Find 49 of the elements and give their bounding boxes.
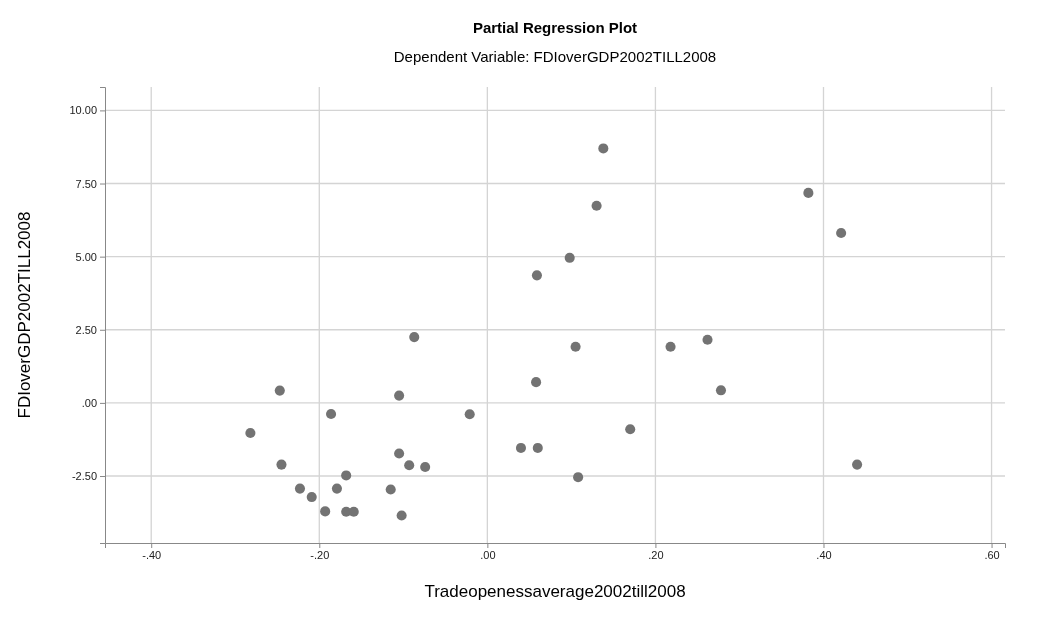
point [404, 460, 415, 471]
x-tick-label: .00 [480, 548, 496, 561]
y-tick-label: .00 [81, 396, 97, 409]
point [532, 442, 543, 453]
y-tick-label: 2.50 [75, 323, 97, 336]
point [394, 390, 405, 401]
point [274, 385, 285, 396]
x-tick-label: .20 [648, 548, 664, 561]
point [531, 270, 542, 281]
point [464, 409, 475, 420]
x-tick-label: .60 [984, 548, 1000, 561]
point [396, 510, 407, 521]
point [803, 187, 814, 198]
point [306, 492, 317, 503]
point [331, 483, 342, 494]
point [625, 424, 636, 435]
point [409, 332, 420, 343]
x-tick-label: -.20 [310, 548, 330, 561]
point [420, 461, 431, 472]
point [665, 341, 676, 352]
point [715, 385, 727, 396]
point [531, 377, 542, 388]
y-tick-label: 5.00 [75, 250, 97, 263]
point [591, 200, 602, 211]
point [394, 448, 405, 459]
point [515, 442, 527, 453]
point [702, 334, 713, 345]
point [320, 506, 331, 517]
point [573, 472, 584, 483]
point [598, 143, 609, 154]
point [245, 427, 256, 439]
y-tick-label: 7.50 [75, 177, 97, 190]
y-tick-label: -2.50 [71, 470, 97, 483]
y-axis-title: FDIoverGDP2002TILL2008 [15, 211, 34, 419]
point [570, 341, 581, 352]
point [276, 459, 287, 470]
point [564, 252, 575, 263]
x-tick-label: .40 [816, 548, 832, 561]
point [326, 408, 337, 420]
x-tick-label: -.40 [142, 548, 162, 561]
point [852, 459, 863, 470]
y-tick-label: 10.00 [69, 104, 97, 117]
x-axis-title: Tradeopenessaverage2002till2008 [424, 582, 686, 601]
point [385, 484, 396, 495]
point [836, 227, 847, 238]
chart-subtitle: Dependent Variable: FDIoverGDP2002TILL2008 [393, 48, 717, 65]
chart-title: Partial Regression Plot [472, 19, 638, 36]
point [341, 470, 352, 481]
point [294, 483, 305, 494]
